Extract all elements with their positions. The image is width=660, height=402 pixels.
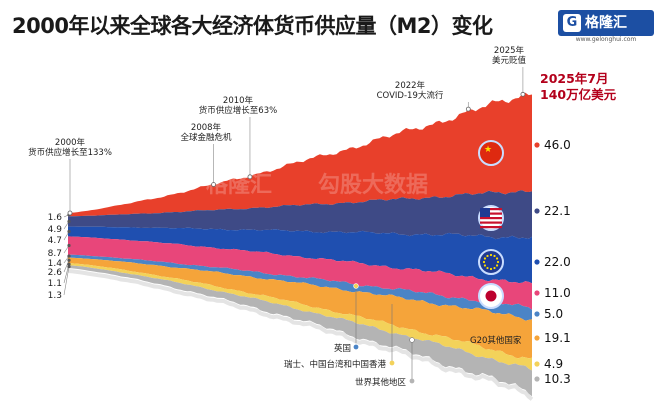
right-legend-dot — [533, 207, 541, 215]
eu-flag-star — [493, 266, 496, 270]
eu-flag-star — [495, 257, 499, 260]
rest-marker-dot — [409, 337, 415, 343]
eu-flag-icon — [478, 249, 504, 275]
left-leader-line — [63, 266, 70, 296]
watermark-name: 格隆汇 — [206, 172, 272, 198]
event-marker-dot — [247, 174, 253, 180]
left-value-label: 1.3 — [48, 291, 62, 301]
total-value-label: 140万亿美元 — [540, 87, 617, 102]
rest-inline-label: 世界其他地区 — [355, 377, 407, 388]
right-value-label: 5.0 — [544, 307, 563, 321]
china-flag-star: ★ — [484, 145, 492, 155]
event-annotation-label: 2010年 — [223, 95, 254, 106]
uk-marker-dot — [353, 283, 359, 289]
event-annotation-label: 2022年 — [395, 80, 426, 91]
event-annotation-label: 2000年 — [55, 137, 86, 148]
us-flag-stripe — [480, 217, 502, 220]
right-value-label: 4.9 — [544, 357, 563, 371]
eu-flag-star — [486, 266, 489, 270]
event-marker-dot — [211, 182, 216, 187]
event-marker-dot — [67, 210, 73, 216]
right-legend-dot — [533, 258, 541, 266]
eu-flag-star — [486, 254, 489, 258]
right-legend-dot — [533, 360, 541, 368]
us-flag-stripe — [480, 221, 502, 224]
watermark-tag: 勾股大数据 — [318, 172, 428, 198]
event-annotation-label: 全球金融危机 — [180, 132, 232, 143]
left-leader-dot — [67, 243, 71, 248]
area-bottom-shadow — [67, 269, 534, 401]
event-annotation-label: 美元贬值 — [492, 55, 527, 66]
total-date-label: 2025年7月 — [540, 71, 609, 86]
logo-mark-icon: G — [563, 14, 581, 32]
right-value-label: 22.0 — [544, 255, 571, 269]
g20-inline-label: G20其他国家 — [470, 335, 522, 346]
left-value-label: 4.7 — [48, 236, 62, 246]
eu-flag-star — [489, 267, 493, 271]
left-value-label: 1.1 — [48, 279, 62, 289]
uk-inline-label: 英国 — [334, 343, 351, 354]
left-leader-dot — [67, 254, 71, 258]
page-title: 2000年以来全球各大经济体货币供应量（M2）变化 — [12, 14, 493, 38]
right-value-label: 10.3 — [544, 372, 571, 386]
logo-url: www.gelonghui.com — [575, 36, 637, 43]
right-value-label: 11.0 — [544, 286, 571, 300]
left-leader-line — [63, 231, 70, 241]
logo-name: 格隆汇 — [585, 15, 627, 31]
rest-label-dot — [409, 378, 415, 384]
area-band-g20-other — [68, 257, 532, 359]
left-leader-dot — [67, 265, 71, 269]
eu-flag-star — [483, 264, 487, 267]
us-flag-canton — [480, 208, 490, 217]
left-leader-dot — [67, 229, 71, 234]
right-legend-dot — [533, 334, 541, 342]
event-annotation-label: COVID-19大流行 — [377, 90, 444, 101]
right-legend-dot — [533, 310, 541, 318]
eu-flag-star — [495, 264, 499, 267]
event-annotation-label: 2008年 — [191, 122, 222, 133]
right-value-label: 19.1 — [544, 331, 571, 345]
event-annotation-label: 2025年 — [494, 45, 525, 56]
us-flag-stripe — [480, 226, 502, 229]
left-value-label: 8.7 — [48, 249, 62, 259]
area-band-us — [68, 190, 532, 240]
event-annotation-label: 货币供应增长至63% — [199, 105, 277, 116]
right-value-label: 46.0 — [544, 138, 571, 152]
area-band-euro — [68, 226, 532, 284]
left-value-label: 4.9 — [48, 225, 63, 235]
brand-logo: G 格隆汇 www.gelonghui.com — [558, 10, 654, 44]
left-leader-dot — [67, 219, 71, 224]
eu-flag-star — [493, 254, 496, 258]
eu-flag-star — [489, 253, 493, 257]
right-legend-dot — [533, 289, 541, 297]
eu-flag-star — [482, 260, 486, 264]
event-marker-dot — [520, 91, 526, 97]
right-legend-dot — [533, 141, 541, 149]
us-flag-stripe — [480, 212, 502, 215]
eu-flag-star — [496, 260, 500, 264]
japan-flag-sun — [485, 290, 497, 302]
left-leader-dot — [67, 262, 71, 266]
uk-label-dot — [353, 344, 359, 350]
area-band-japan — [68, 236, 532, 310]
right-value-label: 22.1 — [544, 204, 571, 218]
left-value-label: 2.6 — [48, 268, 63, 278]
event-annotation-label: 货币供应增长至133% — [28, 147, 112, 158]
left-value-label: 1.6 — [48, 213, 63, 223]
swiss-label-dot — [389, 360, 395, 366]
right-legend-dot — [533, 375, 541, 383]
china-flag-icon — [478, 140, 504, 166]
left-value-label: 1.4 — [48, 259, 63, 269]
swiss-inline-label: 瑞士、中国台湾和中国香港 — [284, 359, 387, 370]
eu-flag-star — [483, 257, 487, 260]
us-flag-stripe — [480, 208, 502, 211]
event-marker-dot — [465, 106, 471, 112]
left-leader-dot — [67, 258, 71, 262]
area-band-china — [68, 92, 532, 217]
left-leader-line — [63, 260, 70, 273]
